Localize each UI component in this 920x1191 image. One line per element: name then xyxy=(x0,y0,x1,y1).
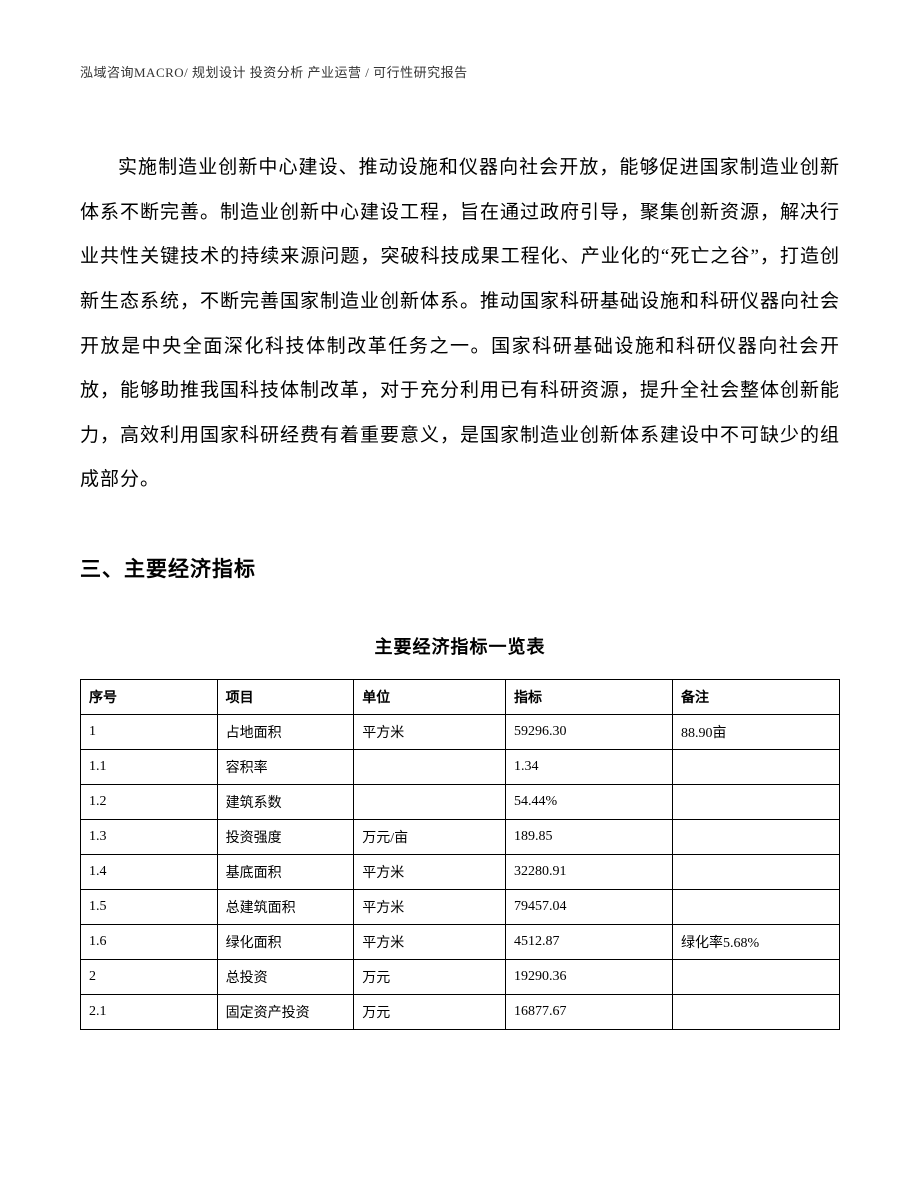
cell-item: 建筑系数 xyxy=(217,785,354,820)
cell-indicator: 19290.36 xyxy=(506,960,673,995)
cell-unit xyxy=(354,750,506,785)
cell-item: 绿化面积 xyxy=(217,925,354,960)
cell-item: 总建筑面积 xyxy=(217,890,354,925)
cell-unit: 万元 xyxy=(354,995,506,1030)
cell-unit: 万元 xyxy=(354,960,506,995)
table-title: 主要经济指标一览表 xyxy=(80,633,840,659)
table-header-seq: 序号 xyxy=(81,680,218,715)
page-header: 泓域咨询MACRO/ 规划设计 投资分析 产业运营 / 可行性研究报告 xyxy=(80,62,840,81)
cell-indicator: 59296.30 xyxy=(506,715,673,750)
cell-indicator: 4512.87 xyxy=(506,925,673,960)
section-heading: 三、主要经济指标 xyxy=(80,553,840,583)
cell-seq: 1.5 xyxy=(81,890,218,925)
cell-item: 投资强度 xyxy=(217,820,354,855)
cell-item: 容积率 xyxy=(217,750,354,785)
cell-indicator: 16877.67 xyxy=(506,995,673,1030)
table-title-text: 主要经济指标一览表 xyxy=(375,637,546,657)
cell-item: 固定资产投资 xyxy=(217,995,354,1030)
table-row: 2.1 固定资产投资 万元 16877.67 xyxy=(81,995,840,1030)
cell-unit: 平方米 xyxy=(354,890,506,925)
cell-unit: 平方米 xyxy=(354,925,506,960)
cell-remark xyxy=(672,960,839,995)
body-paragraph: 实施制造业创新中心建设、推动设施和仪器向社会开放，能够促进国家制造业创新体系不断… xyxy=(80,146,840,503)
table-body: 1 占地面积 平方米 59296.30 88.90亩 1.1 容积率 1.34 … xyxy=(81,715,840,1030)
table-row: 1.4 基底面积 平方米 32280.91 xyxy=(81,855,840,890)
cell-remark: 绿化率5.68% xyxy=(672,925,839,960)
table-row: 1.1 容积率 1.34 xyxy=(81,750,840,785)
cell-seq: 2 xyxy=(81,960,218,995)
paragraph-text: 实施制造业创新中心建设、推动设施和仪器向社会开放，能够促进国家制造业创新体系不断… xyxy=(80,157,840,490)
header-text: 泓域咨询MACRO/ 规划设计 投资分析 产业运营 / 可行性研究报告 xyxy=(80,65,468,80)
table-header-item: 项目 xyxy=(217,680,354,715)
cell-indicator: 1.34 xyxy=(506,750,673,785)
cell-item: 总投资 xyxy=(217,960,354,995)
table-row: 1 占地面积 平方米 59296.30 88.90亩 xyxy=(81,715,840,750)
cell-seq: 1.2 xyxy=(81,785,218,820)
table-row: 1.6 绿化面积 平方米 4512.87 绿化率5.68% xyxy=(81,925,840,960)
cell-unit: 平方米 xyxy=(354,715,506,750)
cell-seq: 1.3 xyxy=(81,820,218,855)
table-header-indicator: 指标 xyxy=(506,680,673,715)
cell-remark xyxy=(672,890,839,925)
table-header-unit: 单位 xyxy=(354,680,506,715)
cell-indicator: 54.44% xyxy=(506,785,673,820)
cell-unit xyxy=(354,785,506,820)
cell-seq: 1.6 xyxy=(81,925,218,960)
table-row: 2 总投资 万元 19290.36 xyxy=(81,960,840,995)
cell-remark xyxy=(672,820,839,855)
table-row: 1.2 建筑系数 54.44% xyxy=(81,785,840,820)
table-row: 1.5 总建筑面积 平方米 79457.04 xyxy=(81,890,840,925)
cell-remark: 88.90亩 xyxy=(672,715,839,750)
cell-seq: 2.1 xyxy=(81,995,218,1030)
cell-indicator: 32280.91 xyxy=(506,855,673,890)
cell-remark xyxy=(672,785,839,820)
table-row: 1.3 投资强度 万元/亩 189.85 xyxy=(81,820,840,855)
cell-indicator: 79457.04 xyxy=(506,890,673,925)
economic-indicators-table: 序号 项目 单位 指标 备注 1 占地面积 平方米 59296.30 88.90… xyxy=(80,679,840,1030)
cell-unit: 平方米 xyxy=(354,855,506,890)
cell-seq: 1.1 xyxy=(81,750,218,785)
cell-unit: 万元/亩 xyxy=(354,820,506,855)
table-header-row: 序号 项目 单位 指标 备注 xyxy=(81,680,840,715)
section-heading-text: 三、主要经济指标 xyxy=(80,558,256,581)
cell-seq: 1 xyxy=(81,715,218,750)
cell-indicator: 189.85 xyxy=(506,820,673,855)
cell-remark xyxy=(672,995,839,1030)
cell-seq: 1.4 xyxy=(81,855,218,890)
cell-remark xyxy=(672,855,839,890)
cell-item: 基底面积 xyxy=(217,855,354,890)
cell-remark xyxy=(672,750,839,785)
table-header-remark: 备注 xyxy=(672,680,839,715)
cell-item: 占地面积 xyxy=(217,715,354,750)
